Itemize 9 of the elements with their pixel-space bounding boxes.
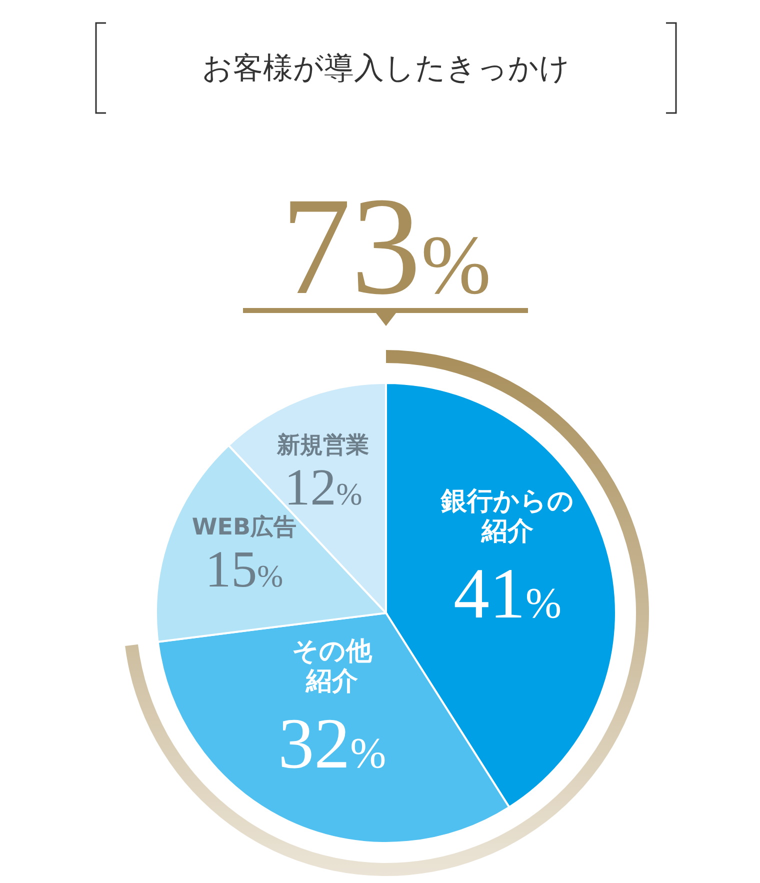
slice-label: 銀行からの紹介 <box>440 486 574 547</box>
text: 73% <box>281 169 491 324</box>
chart-title: お客様が導入したきっかけ <box>202 51 570 86</box>
slice-label: 新規営業 <box>276 432 370 459</box>
data-label: 15% <box>205 541 284 598</box>
slice-label: その他紹介 <box>292 636 374 696</box>
data-label: 41% <box>453 554 562 634</box>
data-label: 32% <box>278 703 386 784</box>
slice-label: WEB広告 <box>192 513 296 540</box>
